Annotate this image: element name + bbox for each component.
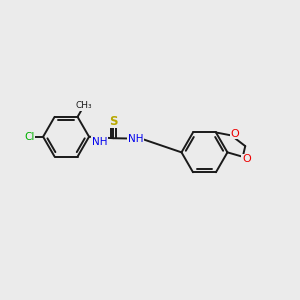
Text: CH₃: CH₃ (76, 101, 92, 110)
Text: Cl: Cl (24, 132, 34, 142)
Text: S: S (109, 115, 117, 128)
Text: O: O (242, 154, 251, 164)
Text: NH: NH (92, 137, 107, 147)
Text: NH: NH (128, 134, 143, 144)
Text: O: O (230, 129, 239, 139)
